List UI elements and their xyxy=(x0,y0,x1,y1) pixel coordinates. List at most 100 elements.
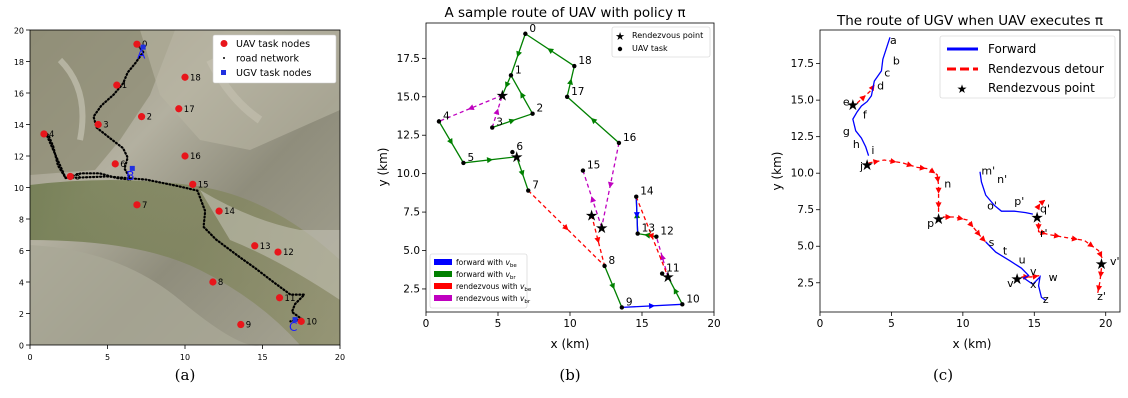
ugv-node xyxy=(129,165,135,171)
y-tick-label: 12.5 xyxy=(397,130,420,142)
legend-b-task: UAV task xyxy=(632,44,668,53)
axes-b: 0 5 10 15 202.55.07.510.012.515.017.5 xyxy=(397,53,721,330)
uav-task-label: 5 xyxy=(467,152,474,164)
x-tick-label: 15 xyxy=(257,353,267,362)
detour-arrow xyxy=(935,202,942,209)
waypoint-label: u xyxy=(1019,253,1026,266)
route-segment-rdv_be xyxy=(590,214,606,267)
uav-task-label: 10 xyxy=(686,293,699,305)
x-tick-label: 10 xyxy=(956,318,969,330)
route-arrow xyxy=(633,212,640,219)
waypoint-label: i xyxy=(871,144,874,157)
rendezvous-point: ★ xyxy=(1095,255,1108,273)
y-tick-label: 2.5 xyxy=(797,277,814,289)
ugv-node-label: C xyxy=(289,320,297,334)
uav-task-point xyxy=(619,305,625,310)
detour-arrow xyxy=(1096,285,1103,292)
uav-node-label: 2 xyxy=(147,113,152,123)
svg-text:★: ★ xyxy=(615,30,625,43)
uav-task-label: 7 xyxy=(532,180,539,192)
uav-node xyxy=(111,160,119,168)
detour-arrow xyxy=(928,167,936,174)
x-tick-label: 5 xyxy=(105,353,110,362)
detour-arrow xyxy=(945,214,952,221)
road-path xyxy=(44,44,307,323)
route-arrow xyxy=(567,78,573,86)
uav-node-label: 10 xyxy=(306,317,317,327)
uav-task-point xyxy=(436,119,442,124)
rendezvous-points-c: ★ ★ ★ ★ ★ ★ xyxy=(846,96,1108,288)
route-arrow xyxy=(607,181,614,189)
rendezvous-point: ★ xyxy=(1010,270,1023,288)
uav-task-point xyxy=(634,194,639,199)
x-tick-label: 0 xyxy=(423,318,430,330)
uav-task-point xyxy=(526,188,531,193)
waypoint-label: p' xyxy=(1014,195,1024,208)
legend-a: UAV task nodes road network UGV task nod… xyxy=(212,34,337,84)
waypoint-label: w xyxy=(1049,271,1058,284)
route-arrow xyxy=(516,50,522,58)
waypoint-label: v' xyxy=(1007,277,1017,290)
uav-node-label: 17 xyxy=(184,105,195,115)
uav-node-label: 13 xyxy=(260,242,271,252)
route-arrow xyxy=(486,157,494,164)
chart-c-ylabel: y (km) xyxy=(770,152,784,191)
waypoint-label: n' xyxy=(997,173,1007,186)
route-arrow xyxy=(609,282,615,290)
x-tick-label: 10 xyxy=(563,318,576,330)
caption-a: (a) xyxy=(174,366,196,384)
uav-node xyxy=(275,294,284,302)
uav-task-point xyxy=(572,63,577,69)
y-tick-label: 6 xyxy=(19,247,24,256)
ugv-node xyxy=(292,317,298,323)
waypoint-label: a xyxy=(890,34,897,47)
y-tick-label: 8 xyxy=(19,216,24,225)
route-arrow xyxy=(590,117,598,125)
waypoint-label: p xyxy=(927,217,934,230)
uav-node-label: 8 xyxy=(218,278,223,288)
uav-node xyxy=(66,172,74,181)
uav-task-point xyxy=(654,234,659,239)
rendezvous-point: ★ xyxy=(496,87,509,105)
x-tick-label: 5 xyxy=(495,318,502,330)
uav-task-point xyxy=(635,231,640,236)
detour-arrow xyxy=(1035,224,1042,231)
chart-b-xlabel: x (km) xyxy=(551,337,590,351)
ugv-node-label: A xyxy=(137,48,146,62)
chart-b-title: A sample route of UAV with policy π xyxy=(444,5,685,21)
x-tick-label: 20 xyxy=(1099,318,1112,330)
waypoint-label: o' xyxy=(987,199,997,212)
legend-c: Forward Rendezvous detour ★ Rendezvous p… xyxy=(939,35,1116,99)
legend-b-fwd-br: forward with vbr xyxy=(456,270,516,281)
route-arrow xyxy=(447,138,453,145)
uav-task-point xyxy=(680,302,685,307)
rendezvous-point: ★ xyxy=(1030,208,1043,226)
y-tick-label: 10.0 xyxy=(397,168,420,180)
detour-arrow xyxy=(1034,203,1041,211)
waypoint-label: z xyxy=(1043,293,1049,306)
detour-arrow xyxy=(1039,229,1047,236)
uav-task-label: 17 xyxy=(571,86,584,98)
y-tick-label: 2.5 xyxy=(403,283,420,295)
detour-path xyxy=(868,159,940,215)
x-tick-label: 0 xyxy=(27,353,32,362)
route-arrow xyxy=(648,232,654,240)
y-tick-label: 18 xyxy=(14,58,24,67)
rendezvous-point: ★ xyxy=(595,219,608,237)
x-tick-label: 10 xyxy=(180,353,190,362)
legend-b-fwd-be: forward with vbe xyxy=(456,258,517,269)
uav-node xyxy=(181,152,189,160)
uav-node-label: 12 xyxy=(283,248,294,258)
waypoint-label: c xyxy=(884,66,890,79)
detour-arrow xyxy=(974,229,981,237)
uav-node-label: 14 xyxy=(224,207,235,217)
y-tick-label: 17.5 xyxy=(791,58,814,70)
waypoint-label: s xyxy=(989,236,995,249)
uav-task-point xyxy=(530,111,535,116)
uav-node-label: 1 xyxy=(122,81,127,91)
y-tick-label: 17.5 xyxy=(397,53,420,65)
